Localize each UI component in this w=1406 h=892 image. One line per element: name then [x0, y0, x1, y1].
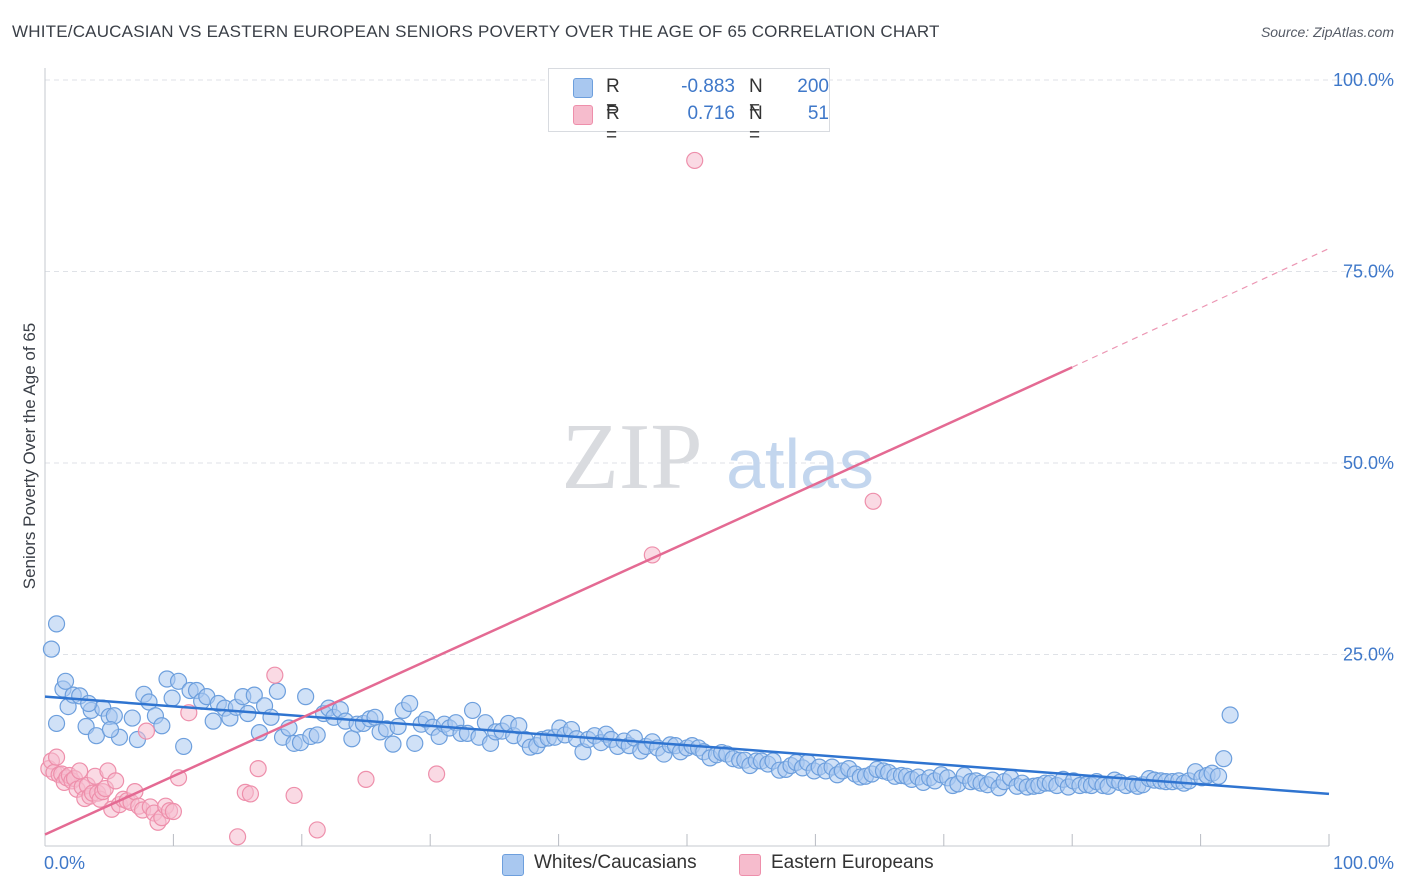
legend-r-value: 0.716: [687, 103, 735, 124]
data-point-whites: [80, 694, 98, 713]
data-point-eastern-europeans: [71, 762, 89, 780]
y-axis-label: Seniors Poverty Over the Age of 65: [20, 322, 39, 590]
data-point-eastern-europeans: [164, 802, 182, 821]
legend-n-label: N =: [749, 76, 763, 119]
data-point-whites: [268, 682, 287, 700]
data-point-whites: [87, 727, 105, 745]
legend-r-label: R =: [606, 103, 620, 146]
axes: [44, 68, 1330, 847]
x-tick-label: 0.0%: [44, 853, 85, 873]
y-tick-label: 50.0%: [1343, 453, 1394, 473]
y-tick-label: 75.0%: [1343, 262, 1394, 282]
bottom-legend-swatch-blue: [502, 854, 524, 876]
data-point-whites: [1209, 767, 1228, 785]
legend-r-label: R =: [606, 76, 620, 119]
data-point-eastern-europeans: [428, 765, 446, 783]
data-point-whites: [245, 686, 263, 704]
data-point-eastern-europeans: [285, 786, 303, 805]
data-point-eastern-europeans: [357, 770, 375, 788]
data-point-whites: [175, 737, 193, 756]
watermark-zip: ZIP: [562, 405, 703, 509]
data-point-eastern-europeans: [137, 722, 156, 740]
legend-n-value: 51: [807, 103, 829, 124]
data-point-whites: [401, 694, 419, 713]
legend-r-value: -0.883: [681, 76, 735, 97]
correlation-legend: R = -0.883 N = 200 R = 0.716 N = 51: [548, 68, 830, 146]
tick-labels: 25.0% 50.0% 75.0% 100.0% 0.0% 100.0%: [44, 70, 1394, 873]
data-point-whites: [384, 735, 402, 753]
trend-line-eastern-europeans: [44, 366, 1073, 836]
data-point-eastern-europeans: [864, 492, 882, 510]
data-point-whites: [1215, 750, 1233, 768]
legend-swatch-pink: [573, 105, 593, 125]
data-point-whites: [308, 726, 326, 744]
data-point-whites: [1221, 706, 1239, 724]
data-point-whites: [56, 672, 75, 690]
source-label: Source: ZipAtlas.com: [1260, 24, 1394, 40]
data-point-whites: [47, 714, 66, 733]
series-eastern-europeans: [40, 151, 882, 846]
trend-extension-eastern-europeans: [1071, 247, 1330, 368]
watermark: ZIP atlas: [562, 405, 874, 509]
data-point-eastern-europeans: [249, 760, 267, 778]
data-point-whites: [389, 717, 407, 736]
data-point-whites: [42, 640, 61, 658]
gridlines: [45, 79, 1392, 655]
trend-lines: [44, 247, 1330, 836]
data-point-whites: [169, 672, 188, 690]
data-point-eastern-europeans: [107, 772, 125, 790]
data-point-whites: [297, 688, 315, 706]
data-point-eastern-europeans: [686, 151, 704, 170]
data-point-whites: [101, 720, 120, 739]
data-point-whites: [163, 689, 181, 707]
data-point-whites: [123, 709, 141, 727]
data-point-whites: [262, 708, 280, 726]
bottom-legend-label: Eastern Europeans: [771, 852, 934, 873]
data-point-eastern-europeans: [229, 828, 247, 846]
x-tick-label: 100.0%: [1333, 853, 1394, 873]
y-tick-label: 100.0%: [1333, 70, 1394, 90]
trend-line-whites: [44, 695, 1330, 796]
bottom-legend-label: Whites/Caucasians: [534, 852, 697, 873]
data-point-whites: [47, 615, 66, 633]
bottom-legend-swatch-pink: [739, 854, 761, 876]
legend-n-label: N =: [749, 103, 763, 146]
chart-title: WHITE/CAUCASIAN VS EASTERN EUROPEAN SENI…: [12, 22, 940, 41]
legend-swatch-blue: [573, 78, 593, 98]
data-point-whites: [463, 701, 482, 720]
data-point-eastern-europeans: [47, 748, 66, 766]
legend-n-value: 200: [797, 76, 829, 97]
data-point-eastern-europeans: [241, 785, 260, 803]
data-point-whites: [406, 734, 424, 752]
data-point-whites: [343, 730, 361, 748]
data-point-eastern-europeans: [308, 821, 326, 839]
data-point-whites: [204, 712, 222, 730]
series-whites: [42, 615, 1239, 797]
y-tick-label: 25.0%: [1343, 645, 1394, 665]
data-point-whites: [153, 717, 171, 735]
data-point-eastern-europeans: [266, 666, 284, 684]
